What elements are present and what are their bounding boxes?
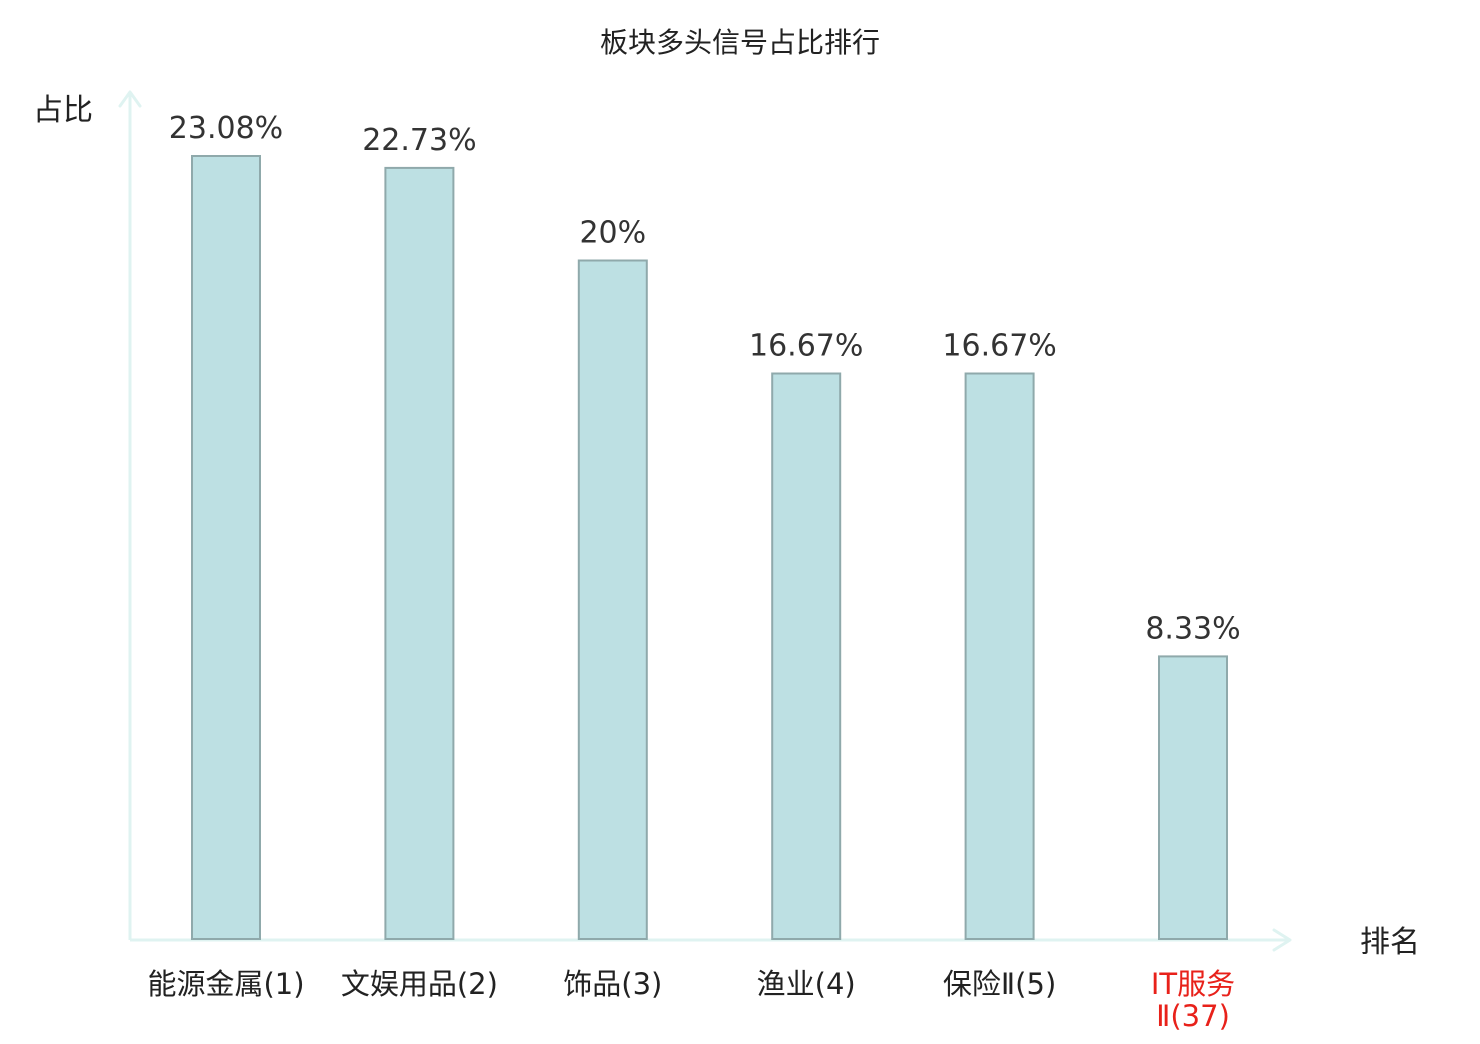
chart-title: 板块多头信号占比排行 bbox=[600, 26, 880, 59]
x-axis-arrow bbox=[1272, 928, 1292, 952]
bar bbox=[384, 166, 455, 940]
bar bbox=[964, 372, 1035, 940]
x-tick-label-line: 保险Ⅱ(5) bbox=[943, 967, 1056, 1001]
value-labels-group: 23.08% 22.73% 20% 16.67% 16.67% 8.33% bbox=[169, 111, 1241, 646]
bar-value-label: 20% bbox=[579, 216, 646, 251]
bar-value-label: 23.08% bbox=[169, 111, 283, 146]
y-axis-arrow bbox=[118, 90, 142, 108]
x-tick-label: 能源金属(1) bbox=[147, 967, 304, 1001]
x-tick-label-line: 渔业(4) bbox=[757, 967, 856, 1001]
y-axis-label: 占比 bbox=[33, 93, 93, 128]
x-tick-label: IT服务 Ⅱ(37) bbox=[1151, 967, 1235, 1033]
bar-value-label: 8.33% bbox=[1145, 611, 1240, 646]
bar bbox=[1158, 655, 1228, 941]
y-axis bbox=[118, 90, 142, 940]
x-tick-label: 文娱用品(2) bbox=[341, 967, 498, 1001]
x-tick-label-line: 饰品(3) bbox=[563, 967, 662, 1001]
x-axis bbox=[130, 928, 1292, 952]
x-tick-label: 饰品(3) bbox=[563, 967, 662, 1001]
x-tick-label: 渔业(4) bbox=[757, 967, 856, 1001]
bars-group bbox=[191, 155, 1228, 941]
bar-value-label: 16.67% bbox=[749, 329, 863, 364]
x-tick-label-line: 能源金属(1) bbox=[147, 967, 304, 1001]
x-tick-labels-group: 能源金属(1) 文娱用品(2) 饰品(3) 渔业(4) 保险Ⅱ(5) IT服务 Ⅱ(37) bbox=[147, 967, 1235, 1033]
bar-value-label: 22.73% bbox=[362, 123, 476, 158]
x-tick-label-line: Ⅱ(37) bbox=[1156, 999, 1230, 1033]
bar bbox=[771, 372, 842, 940]
x-tick-label: 保险Ⅱ(5) bbox=[943, 967, 1056, 1001]
bar bbox=[191, 155, 261, 940]
x-tick-label-line: 文娱用品(2) bbox=[341, 967, 498, 1001]
bar bbox=[577, 259, 648, 940]
x-tick-label-line: IT服务 bbox=[1151, 967, 1235, 1001]
bar-value-label: 16.67% bbox=[942, 329, 1056, 364]
x-axis-label: 排名 bbox=[1360, 925, 1420, 960]
